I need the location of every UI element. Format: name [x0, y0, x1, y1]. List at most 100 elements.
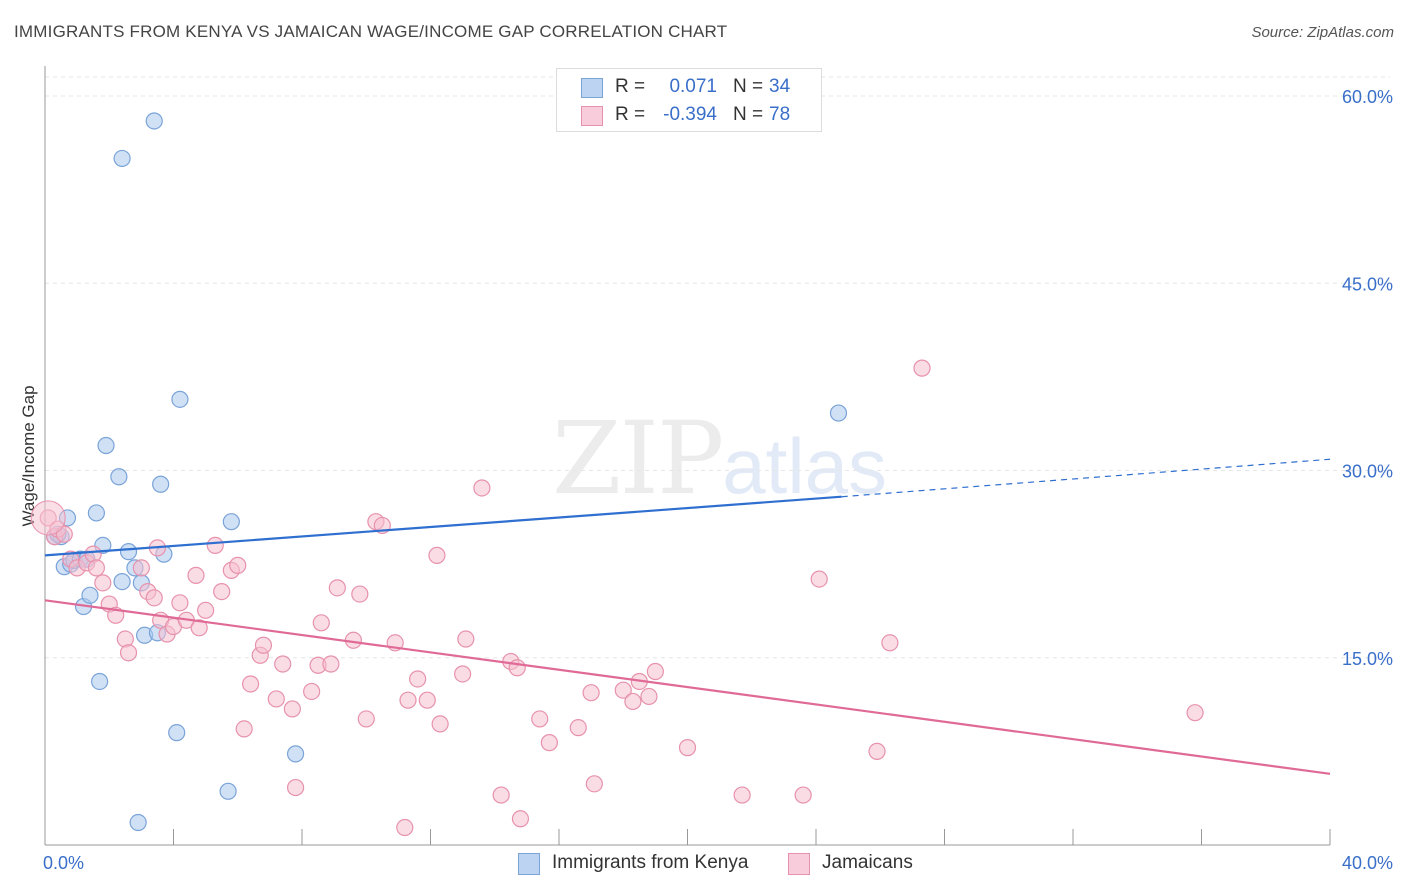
- jamaican-point: [30, 500, 66, 536]
- n-label: N =: [733, 76, 764, 97]
- jamaican-point: [582, 684, 600, 702]
- watermark-zip: ZIP: [552, 400, 724, 517]
- x-tick-label: 0.0%: [43, 853, 84, 873]
- kenya-point: [171, 390, 189, 408]
- jamaican-point: [569, 719, 587, 737]
- n-value: 78: [769, 104, 791, 125]
- jamaican-point: [678, 739, 697, 757]
- kenya-swatch: [581, 78, 603, 98]
- legend-label: Jamaicans: [822, 852, 913, 873]
- jamaican-point: [624, 692, 642, 711]
- legend-label: Immigrants from Kenya: [552, 852, 749, 873]
- jamaican-point: [733, 786, 751, 804]
- jamaican-point: [585, 775, 603, 793]
- jamaican-point: [267, 690, 285, 708]
- kenya-point: [222, 513, 240, 531]
- jamaican-point: [409, 670, 427, 688]
- jamaican-point: [508, 659, 526, 677]
- jamaican-point: [868, 742, 886, 760]
- jamaican-point: [171, 594, 189, 612]
- kenya-trend-line: [44, 495, 842, 557]
- r-value: -0.394: [663, 104, 717, 125]
- jamaican-point: [312, 614, 330, 632]
- kenya-point: [110, 468, 128, 486]
- jamaican-point: [396, 818, 414, 837]
- legend-row-jamaicans: R = -0.394 N = 78: [557, 101, 821, 129]
- jamaican-point: [197, 601, 215, 619]
- jamaican-point: [540, 734, 558, 752]
- jamaican-point: [87, 559, 106, 577]
- jamaican-point: [190, 619, 208, 637]
- kenya-point: [145, 112, 163, 130]
- y-tick-label: 45.0%: [1342, 274, 1393, 294]
- jamaican-point: [322, 655, 340, 673]
- jamaican-point: [640, 687, 658, 706]
- kenya-point: [97, 436, 115, 455]
- kenya-swatch: [518, 853, 540, 875]
- jamaican-point: [229, 556, 247, 574]
- jamaican-point: [531, 710, 549, 728]
- jamaican-point: [94, 574, 112, 592]
- y-tick-label: 60.0%: [1342, 87, 1393, 107]
- jamaican-point: [457, 630, 475, 648]
- jamaican-point: [428, 546, 446, 564]
- jamaican-point: [132, 559, 150, 577]
- jamaican-point: [810, 570, 828, 588]
- n-label: N =: [733, 104, 764, 125]
- jamaican-point: [328, 579, 346, 597]
- kenya-trend-extension: [841, 458, 1331, 498]
- series-legend: Immigrants from Kenya Jamaicans: [0, 850, 1406, 880]
- watermark-atlas: atlas: [722, 422, 888, 510]
- chart-title: IMMIGRANTS FROM KENYA VS JAMAICAN WAGE/I…: [14, 22, 728, 41]
- jamaican-point: [418, 691, 436, 709]
- jamaican-trend-line: [44, 599, 1331, 775]
- kenya-point: [168, 724, 186, 742]
- jamaican-point: [431, 715, 449, 733]
- legend-row-kenya: R = 0.071 N = 34: [557, 73, 821, 101]
- kenya-point: [113, 573, 131, 591]
- n-value: 34: [769, 76, 791, 97]
- jamaican-point: [399, 691, 417, 709]
- correlation-legend: R = 0.071 N = 34 R = -0.394 N = 78: [556, 68, 822, 132]
- kenya-point: [829, 404, 848, 422]
- jamaican-point: [454, 665, 472, 683]
- jamaican-point: [614, 681, 632, 699]
- y-tick-label: 15.0%: [1342, 649, 1393, 669]
- r-label: R =: [615, 104, 646, 125]
- jamaican-point: [119, 644, 138, 662]
- jamaican-point: [357, 710, 375, 728]
- kenya-point: [81, 586, 99, 604]
- y-axis-label: Wage/Income Gap: [19, 385, 38, 526]
- watermark: ZIPatlas: [552, 400, 887, 517]
- jamaicans-swatch: [788, 853, 810, 875]
- kenya-point: [219, 782, 237, 800]
- x-tick-label: 40.0%: [1342, 853, 1393, 873]
- jamaican-point: [794, 786, 812, 804]
- jamaican-point: [303, 682, 321, 701]
- kenya-point: [152, 475, 170, 493]
- jamaican-point: [145, 589, 163, 607]
- jamaican-point: [286, 778, 305, 797]
- kenya-point: [87, 504, 106, 522]
- kenya-point: [129, 813, 147, 832]
- r-value: 0.071: [669, 76, 717, 97]
- kenya-point: [119, 543, 138, 561]
- jamaican-point: [274, 655, 292, 673]
- jamaican-point: [242, 675, 260, 693]
- jamaican-point: [235, 720, 253, 738]
- jamaican-point: [187, 566, 205, 584]
- jamaican-point: [511, 810, 530, 828]
- jamaican-point: [913, 359, 931, 377]
- jamaican-point: [254, 636, 273, 654]
- r-label: R =: [615, 76, 646, 97]
- source-label: Source: ZipAtlas.com: [1251, 24, 1394, 41]
- kenya-point: [113, 149, 131, 168]
- jamaican-point: [492, 786, 510, 804]
- jamaican-point: [473, 479, 491, 497]
- jamaican-point: [646, 662, 664, 681]
- jamaican-point: [283, 700, 301, 718]
- jamaicans-swatch: [581, 106, 603, 126]
- kenya-point: [91, 672, 109, 691]
- y-tick-label: 30.0%: [1342, 462, 1393, 482]
